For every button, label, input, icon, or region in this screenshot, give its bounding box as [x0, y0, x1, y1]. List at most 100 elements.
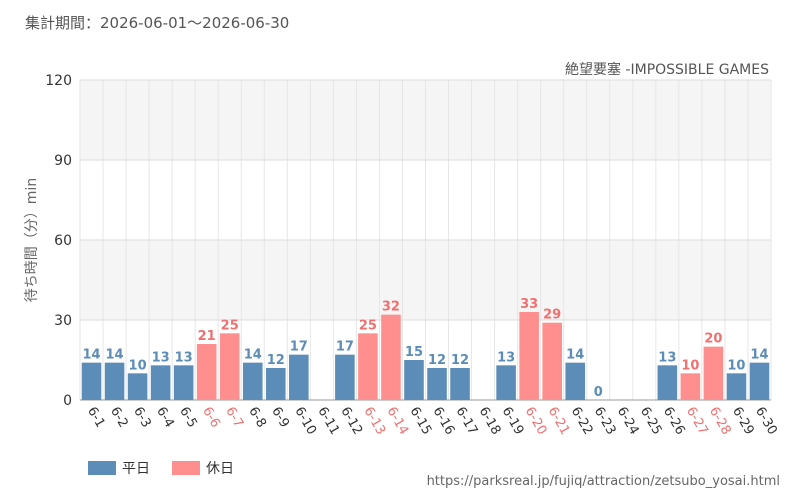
x-tick-label: 6-14 — [383, 405, 411, 438]
bar — [450, 368, 470, 400]
value-label: 14 — [244, 348, 262, 363]
x-tick-label: 6-21 — [545, 405, 573, 438]
value-label: 21 — [198, 329, 216, 344]
value-label: 10 — [129, 358, 147, 373]
bar — [150, 365, 171, 400]
value-label: 14 — [750, 348, 768, 363]
bar — [565, 362, 586, 400]
grid-lines — [79, 79, 772, 401]
source-url[interactable]: https://parksreal.jp/fujiq/attraction/ze… — [426, 474, 780, 489]
value-labels: 14 14 10 13 13 21 25 14 12 17 17 25 32 15 12 12 13 33 29 14… — [82, 297, 768, 400]
legend-swatch-holiday — [172, 461, 200, 475]
y-tick-label: 60 — [54, 233, 72, 249]
bar — [726, 373, 747, 400]
bar — [657, 365, 678, 400]
x-tick-label: 6-28 — [706, 405, 734, 438]
x-tick-label: 6-4 — [153, 405, 177, 431]
x-tick-label: 6-1 — [84, 405, 108, 431]
value-label: 29 — [543, 308, 561, 323]
x-tick-label: 6-11 — [314, 405, 342, 438]
value-label: 13 — [175, 350, 193, 365]
x-tick-label: 6-23 — [591, 405, 619, 438]
x-tick-label: 6-24 — [614, 405, 642, 438]
value-label: 25 — [359, 318, 377, 333]
x-tick-label: 6-19 — [499, 405, 527, 438]
value-label: 32 — [382, 300, 400, 315]
x-tick-label: 6-2 — [107, 405, 131, 431]
bar — [289, 354, 309, 400]
value-label: 33 — [520, 297, 538, 312]
legend-item-weekday: 平日 — [88, 458, 150, 478]
bar — [242, 362, 263, 400]
value-label: 17 — [290, 340, 308, 355]
value-label: 14 — [106, 348, 124, 363]
legend-label-holiday: 休日 — [206, 461, 234, 477]
bar — [265, 368, 286, 400]
value-label: 14 — [566, 348, 584, 363]
x-tick-label: 6-7 — [222, 405, 246, 431]
x-tick-label: 6-25 — [637, 405, 665, 438]
bar — [173, 365, 194, 400]
value-label: 13 — [152, 350, 170, 365]
bar — [749, 362, 770, 400]
value-label: 10 — [727, 358, 745, 373]
period-text: 集計期間：2026-06-01～2026-06-30 — [25, 14, 290, 32]
bar — [358, 333, 378, 400]
bar — [519, 312, 539, 400]
y-tick-label: 120 — [45, 73, 72, 89]
x-tick-labels: 6-1 6-2 6-3 6-4 6-5 6-6 6-7 6-8 6-9 6-106-116-126… — [84, 405, 780, 438]
x-tick-label: 6-22 — [568, 405, 596, 438]
bar — [703, 346, 724, 400]
value-label: 10 — [681, 358, 699, 373]
x-tick-label: 6-16 — [430, 405, 458, 438]
y-tick-label: 30 — [54, 313, 72, 329]
x-tick-label: 6-13 — [360, 405, 388, 438]
x-tick-label: 6-29 — [729, 405, 757, 438]
bar — [680, 373, 701, 400]
bar — [381, 314, 401, 400]
bar — [427, 368, 447, 400]
legend-label-weekday: 平日 — [122, 461, 150, 477]
value-label: 0 — [594, 385, 603, 400]
x-tick-label: 6-30 — [752, 405, 780, 438]
y-tick-label: 0 — [63, 393, 72, 409]
chart-title: 絶望要塞 -IMPOSSIBLE GAMES — [565, 61, 769, 78]
value-label: 13 — [497, 350, 515, 365]
y-axis: 0 30 60 90 120 — [45, 73, 72, 409]
x-tick-label: 6-27 — [683, 405, 711, 438]
x-tick-label: 6-15 — [407, 405, 435, 438]
legend-swatch-weekday — [88, 461, 116, 475]
y-tick-label: 90 — [54, 153, 72, 169]
y-axis-label: 待ち時間（分）min — [24, 178, 40, 302]
bar — [104, 362, 125, 400]
bar — [404, 360, 424, 400]
x-tick-label: 6-10 — [291, 405, 319, 438]
x-tick-label: 6-3 — [130, 405, 154, 431]
value-label: 13 — [658, 350, 676, 365]
x-tick-label: 6-9 — [268, 405, 292, 431]
x-tick-label: 6-5 — [176, 405, 200, 431]
x-tick-label: 6-6 — [199, 405, 223, 431]
x-tick-label: 6-20 — [522, 405, 550, 438]
bars — [81, 312, 770, 401]
x-tick-label: 6-8 — [245, 405, 269, 431]
legend: 平日 休日 — [88, 458, 234, 478]
value-label: 15 — [405, 345, 423, 360]
x-tick-label: 6-26 — [660, 405, 688, 438]
value-label: 12 — [267, 353, 285, 368]
bar — [196, 344, 217, 400]
bar — [496, 365, 516, 400]
x-tick-label: 6-12 — [337, 405, 365, 438]
bar — [542, 322, 562, 400]
bar — [335, 354, 355, 400]
value-label: 25 — [221, 318, 239, 333]
bar — [127, 373, 148, 400]
value-label: 12 — [428, 353, 446, 368]
x-tick-label: 6-17 — [453, 405, 481, 438]
value-label: 20 — [704, 332, 722, 347]
bar — [219, 333, 240, 400]
legend-item-holiday: 休日 — [172, 458, 234, 478]
value-label: 12 — [451, 353, 469, 368]
value-label: 17 — [336, 340, 354, 355]
